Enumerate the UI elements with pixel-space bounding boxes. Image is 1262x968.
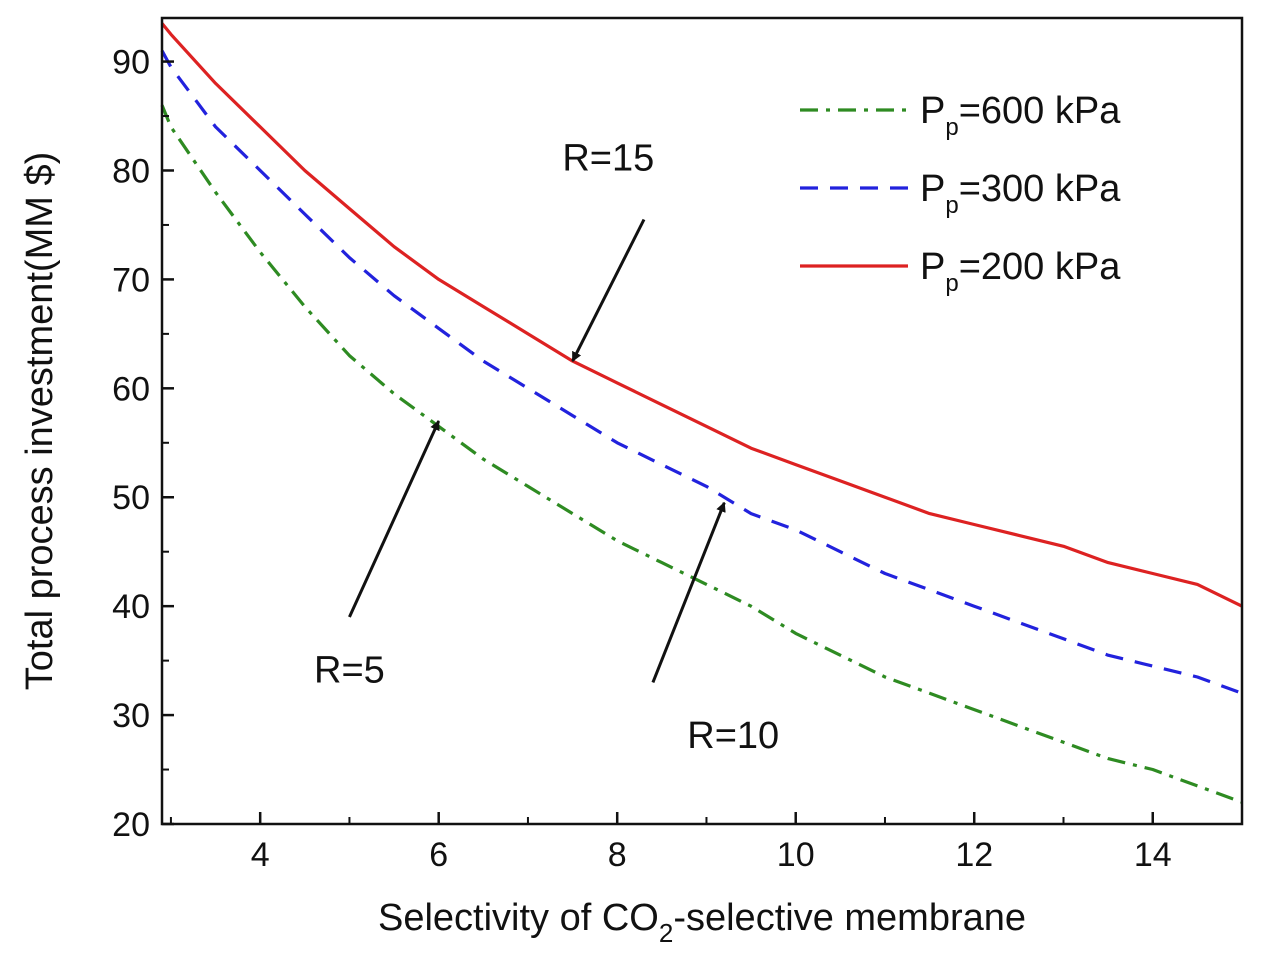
x-tick-label: 12 [955,836,993,874]
annotation-label: R=15 [562,137,654,179]
y-axis-label: Total process investment(MM $) [19,152,61,691]
annotation-arrow [651,501,726,683]
plot-frame [160,16,1244,826]
y-tick-label: 70 [112,261,150,299]
annotation-arrow [348,420,441,618]
legend-label: Pp=600 kPa [920,90,1121,141]
legend-label: Pp=300 kPa [920,168,1121,219]
y-tick-label: 50 [112,479,150,517]
annotation-label: R=10 [687,715,779,757]
x-tick-label: 8 [608,836,627,874]
y-tick-label: 90 [112,44,150,82]
x-tick-label: 6 [429,836,448,874]
series-line-solid [160,22,1243,608]
y-tick-label: 20 [112,806,150,844]
y-tick-label: 40 [112,588,150,626]
x-tick-label: 14 [1134,836,1172,874]
annotation-label: R=5 [314,649,385,691]
legend-label: Pp=200 kPa [920,246,1121,297]
x-tick-label: 4 [251,836,270,874]
x-axis-label: Selectivity of CO2-selective membrane [378,897,1026,948]
x-tick-label: 10 [777,836,815,874]
y-tick-label: 30 [112,697,150,735]
y-tick-label: 80 [112,152,150,190]
y-tick-label: 60 [112,370,150,408]
series-line-dashed [160,49,1243,695]
annotation-arrow [571,218,646,362]
